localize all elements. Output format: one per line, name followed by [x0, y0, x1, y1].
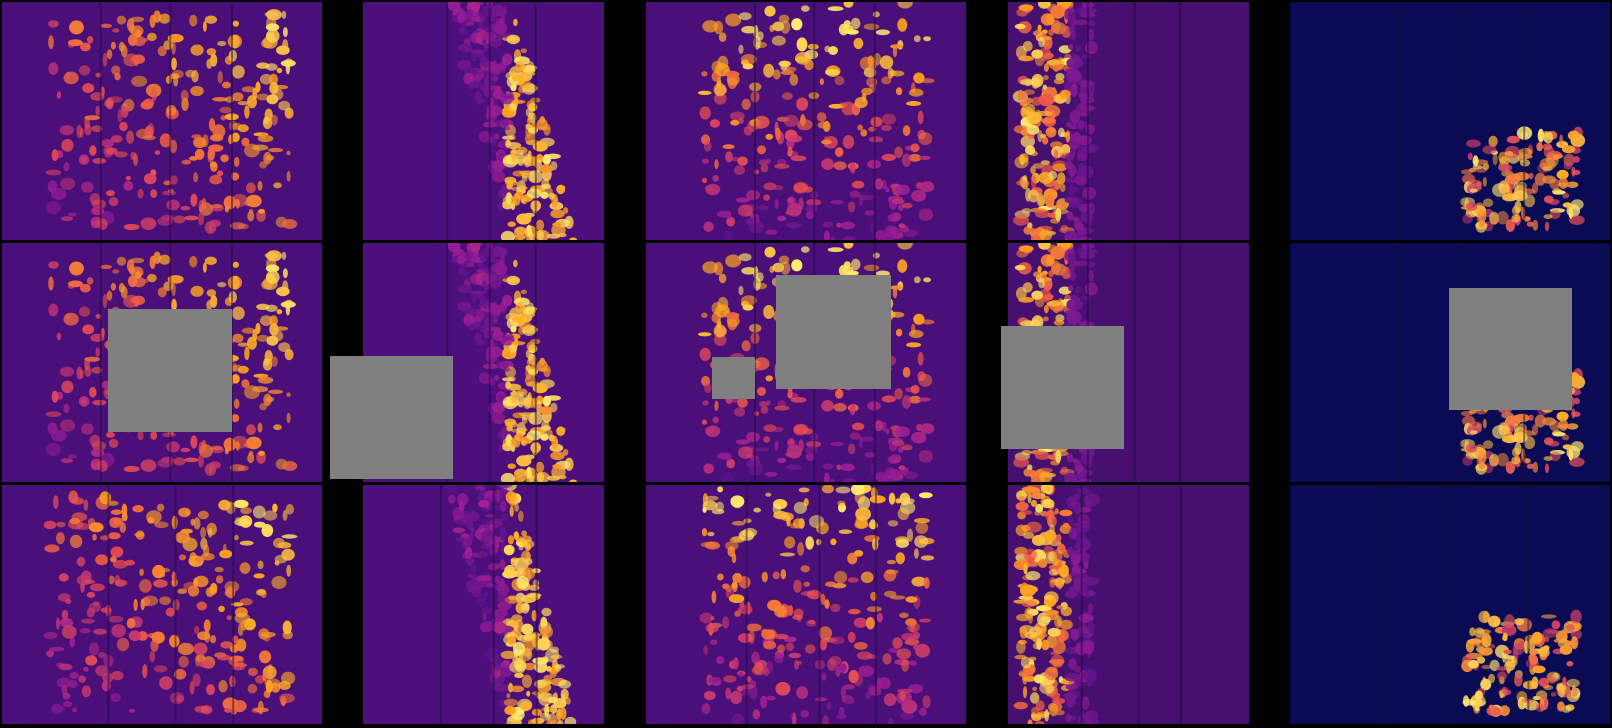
heatmap-image: [1012, 2, 1181, 240]
occlusion-mask: [1449, 288, 1572, 410]
heatmap-image: [45, 2, 298, 240]
heat-texture: [446, 243, 577, 482]
occlusion-mask: [1001, 326, 1124, 449]
heatmap-image: [699, 485, 935, 724]
heat-texture: [1012, 2, 1181, 240]
heat-texture: [446, 2, 577, 240]
image-tile-original-3: [646, 2, 966, 240]
image-tile-original-5: [1290, 2, 1610, 240]
heatmap-image: [1396, 2, 1586, 240]
heat-texture: [1387, 485, 1582, 724]
image-tile-reconstructed-2: [363, 485, 604, 724]
heat-texture: [1013, 485, 1182, 724]
heat-texture: [699, 485, 935, 724]
heat-texture: [45, 2, 298, 240]
heatmap-image: [1013, 485, 1182, 724]
heatmap-image: [1387, 485, 1582, 724]
heatmap-image: [446, 243, 577, 482]
heatmap-image: [446, 2, 577, 240]
occlusion-mask: [776, 275, 891, 389]
heat-texture: [439, 485, 577, 724]
heatmap-image: [439, 485, 577, 724]
image-tile-original-2: [363, 2, 604, 240]
occlusion-mask: [712, 357, 755, 399]
image-tile-original-1: [2, 2, 322, 240]
heat-texture: [1396, 2, 1586, 240]
image-tile-original-4: [1008, 2, 1249, 240]
occlusion-mask: [108, 309, 232, 432]
image-tile-reconstructed-1: [2, 485, 322, 724]
image-tile-reconstructed-5: [1290, 485, 1610, 724]
heat-texture: [43, 485, 298, 724]
image-tile-reconstructed-3: [646, 485, 966, 724]
occlusion-mask: [330, 356, 453, 479]
heatmap-image: [697, 2, 935, 240]
heatmap-image: [43, 485, 298, 724]
image-tile-reconstructed-4: [1008, 485, 1249, 724]
heat-texture: [697, 2, 935, 240]
